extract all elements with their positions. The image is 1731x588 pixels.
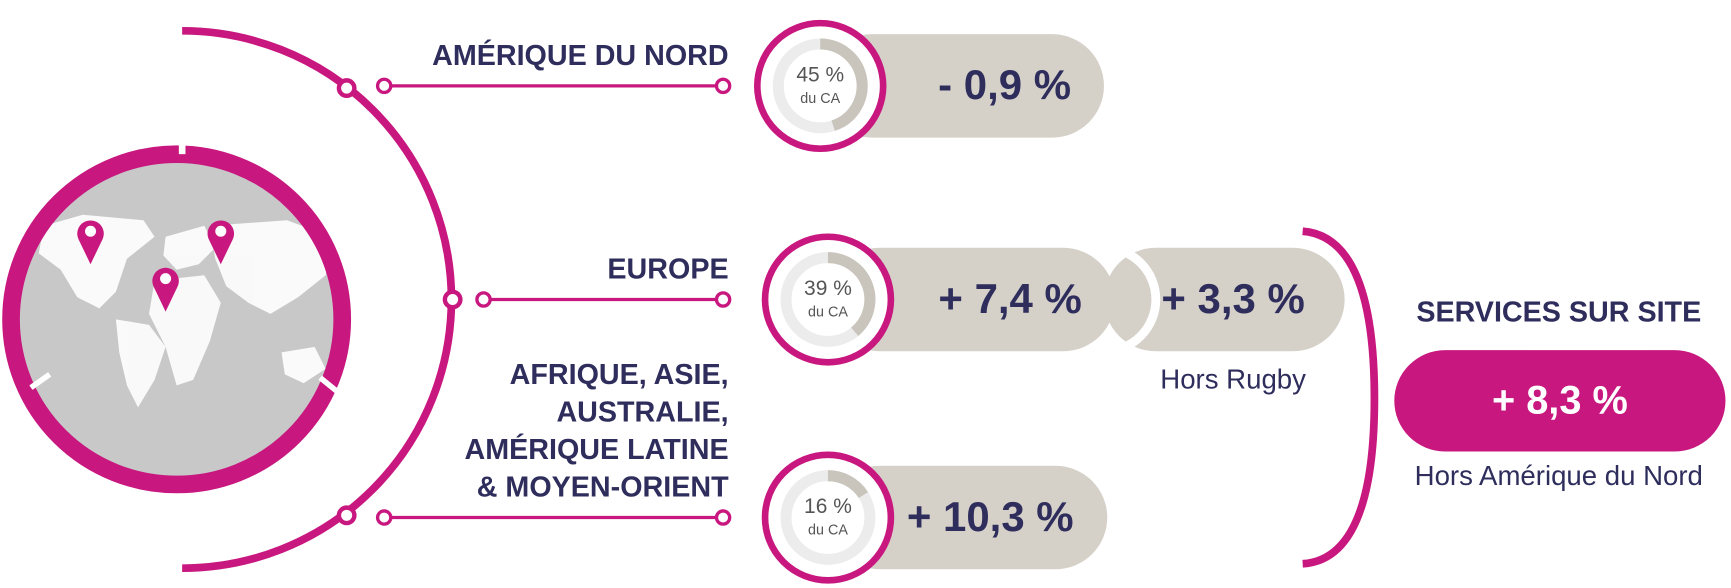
connector-dot	[375, 77, 393, 95]
share-label: 39 %	[804, 277, 852, 300]
globe	[2, 129, 352, 494]
growth-pill	[1103, 247, 1345, 352]
bracket	[1302, 227, 1379, 568]
growth-pill	[820, 34, 1104, 138]
connector-dot	[714, 509, 732, 526]
services-growth: + 8,3 %	[1492, 379, 1628, 423]
share-unit: du CA	[808, 523, 848, 539]
services-pill	[1394, 350, 1726, 452]
services-note: Hors Amérique du Nord	[1415, 460, 1703, 491]
growth-value: + 10,3 %	[907, 493, 1074, 540]
donut-share	[827, 252, 876, 336]
growth-value: + 3,3 %	[1161, 275, 1304, 322]
connector-dot	[475, 291, 492, 308]
connector-dot	[714, 291, 732, 308]
connector-dot	[714, 77, 732, 95]
region-name: AMÉRIQUE LATINE	[465, 432, 729, 466]
region-name: AMÉRIQUE DU NORD	[432, 38, 729, 72]
connector-dot	[375, 509, 393, 526]
region-note: Hors Rugby	[1160, 363, 1306, 394]
arc-dot	[336, 78, 357, 98]
region-name: AUSTRALIE,	[556, 397, 728, 429]
share-label: 16 %	[804, 495, 852, 518]
region-name: EUROPE	[607, 253, 728, 285]
growth-value: + 7,4 %	[938, 275, 1081, 322]
share-unit: du CA	[808, 305, 848, 321]
arc-dot	[442, 289, 463, 310]
growth-pill	[827, 247, 1115, 352]
growth-pill	[827, 465, 1108, 570]
donut-share	[819, 38, 868, 131]
region-name: AFRIQUE, ASIE,	[510, 359, 729, 391]
arc-dot	[336, 505, 357, 526]
pill-separator	[1103, 243, 1161, 356]
services-title: SERVICES SUR SITE	[1416, 296, 1701, 328]
pins	[77, 220, 235, 312]
share-label: 45 %	[796, 64, 844, 87]
region-name: & MOYEN-ORIENT	[477, 471, 729, 503]
donut-share	[827, 470, 869, 499]
share-unit: du CA	[800, 91, 840, 107]
growth-value: - 0,9 %	[938, 61, 1071, 108]
